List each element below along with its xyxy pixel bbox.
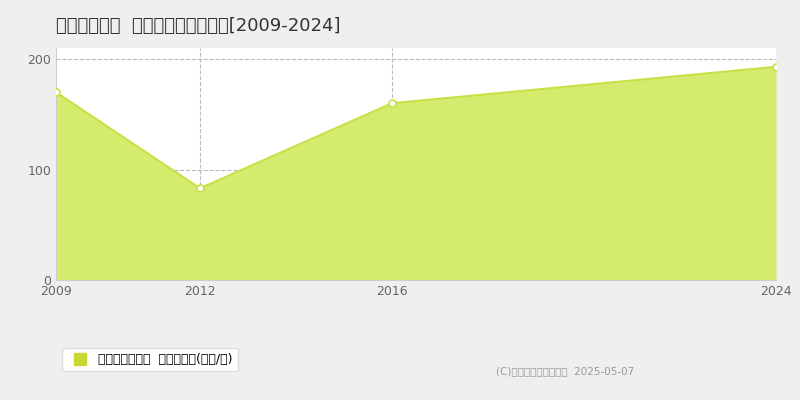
Text: (C)土地価格ドットコム  2025-05-07: (C)土地価格ドットコム 2025-05-07 (496, 366, 634, 376)
Text: 刈谷市若松町  マンション価格推移[2009-2024]: 刈谷市若松町 マンション価格推移[2009-2024] (56, 17, 341, 35)
Legend: マンション価格  平均坪単価(万円/坪): マンション価格 平均坪単価(万円/坪) (62, 348, 238, 371)
